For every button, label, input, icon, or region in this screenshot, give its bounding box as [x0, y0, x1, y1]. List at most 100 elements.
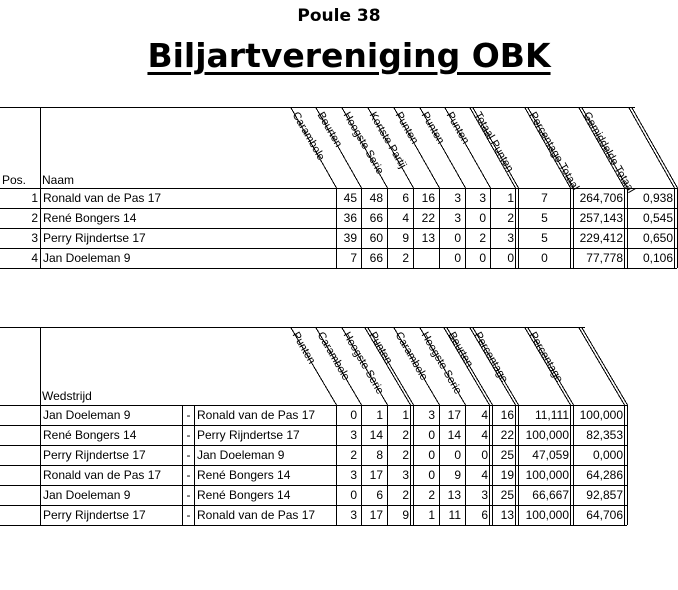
name-cell: Ronald van de Pas 17: [43, 191, 162, 205]
grid-line: [527, 326, 574, 406]
value-cell: 39: [343, 231, 357, 245]
grid-line: [524, 106, 571, 189]
grid-line: [364, 326, 411, 406]
value-cell: 6: [481, 508, 488, 522]
value-cell: 25: [500, 448, 514, 462]
grid-line: [469, 326, 516, 406]
value-cell: 3: [481, 488, 488, 502]
separator: -: [186, 428, 191, 442]
value-cell: 3: [350, 508, 357, 522]
value-cell: 0,545: [642, 211, 673, 225]
value-cell: 17: [369, 508, 383, 522]
grid-line: [469, 106, 516, 189]
separator: -: [186, 468, 191, 482]
value-cell: 100,000: [525, 428, 569, 442]
value-cell: 66,667: [532, 488, 569, 502]
value-cell: 0: [481, 448, 488, 462]
grid-line: [315, 106, 362, 189]
grid-line: [446, 326, 493, 406]
value-cell: 17: [447, 408, 461, 422]
value-cell: 45: [343, 191, 357, 205]
pos-cell: 1: [31, 191, 38, 205]
value-cell: 2: [507, 211, 514, 225]
grid-line: [628, 106, 675, 189]
value-cell: 82,353: [586, 428, 623, 442]
value-cell: 4: [481, 428, 488, 442]
value-cell: 100,000: [579, 408, 623, 422]
value-cell: 66: [369, 251, 383, 265]
player-b-cell: Perry Rijndertse 17: [197, 428, 300, 442]
value-cell: 77,778: [586, 251, 623, 265]
value-cell: 1: [402, 408, 409, 422]
value-cell: 22: [500, 428, 514, 442]
value-cell: 4: [481, 468, 488, 482]
grid-line: [419, 106, 466, 189]
value-cell: 9: [402, 508, 409, 522]
value-cell: 0,650: [642, 231, 673, 245]
separator: -: [186, 488, 191, 502]
value-cell: 19: [500, 468, 514, 482]
value-cell: 100,000: [525, 468, 569, 482]
value-cell: 0: [454, 231, 461, 245]
value-cell: 13: [500, 508, 514, 522]
grid-line: [527, 106, 574, 189]
value-cell: 2: [428, 488, 435, 502]
value-cell: 6: [402, 191, 409, 205]
value-cell: 16: [421, 191, 435, 205]
value-cell: 3: [350, 468, 357, 482]
value-cell: 17: [369, 468, 383, 482]
value-cell: 1: [376, 408, 383, 422]
grid-line: [367, 106, 414, 189]
page-title: Biljartvereniging OBK: [147, 36, 551, 75]
name-cell: Perry Rijndertse 17: [43, 231, 146, 245]
value-cell: 0,106: [642, 251, 673, 265]
player-a-cell: Jan Doeleman 9: [43, 408, 131, 422]
grid-line: [581, 106, 628, 189]
value-cell: 3: [428, 408, 435, 422]
grid-line: [472, 106, 519, 189]
value-cell: 1: [428, 508, 435, 522]
value-cell: 0,000: [592, 448, 623, 462]
value-cell: 3: [479, 191, 486, 205]
grid-line: [367, 326, 414, 406]
value-cell: 0: [479, 251, 486, 265]
value-cell: 64,286: [586, 468, 623, 482]
value-cell: 36: [343, 211, 357, 225]
value-cell: 3: [350, 428, 357, 442]
value-cell: 3: [454, 191, 461, 205]
value-cell: 2: [479, 231, 486, 245]
value-cell: 48: [369, 191, 383, 205]
value-cell: 7: [350, 251, 357, 265]
value-cell: 66: [369, 211, 383, 225]
player-a-cell: Perry Rijndertse 17: [43, 508, 146, 522]
value-cell: 2: [402, 428, 409, 442]
player-b-cell: René Bongers 14: [197, 488, 291, 502]
name-cell: Jan Doeleman 9: [43, 251, 131, 265]
value-cell: 4: [402, 211, 409, 225]
value-cell: 60: [369, 231, 383, 245]
value-cell: 7: [541, 191, 548, 205]
player-b-cell: Jan Doeleman 9: [197, 448, 285, 462]
value-cell: [413, 248, 437, 268]
grid-line: [581, 326, 628, 406]
value-cell: 0: [541, 251, 548, 265]
separator: -: [186, 408, 191, 422]
value-cell: 9: [454, 468, 461, 482]
value-cell: 229,412: [579, 231, 623, 245]
grid-line: [472, 326, 519, 406]
player-a-cell: René Bongers 14: [43, 428, 137, 442]
value-cell: 0: [428, 468, 435, 482]
grid-line: [419, 326, 466, 406]
value-cell: 0: [454, 251, 461, 265]
value-cell: 3: [402, 468, 409, 482]
separator: -: [186, 508, 191, 522]
grid-line: [578, 106, 625, 189]
player-b-cell: Ronald van de Pas 17: [197, 508, 316, 522]
poule-subtitle: Poule 38: [297, 6, 381, 26]
value-cell: 25: [500, 488, 514, 502]
value-cell: 5: [541, 231, 548, 245]
value-cell: 11: [448, 508, 461, 522]
value-cell: 3: [507, 231, 514, 245]
grid-line: [393, 326, 440, 406]
value-cell: 0: [507, 251, 514, 265]
